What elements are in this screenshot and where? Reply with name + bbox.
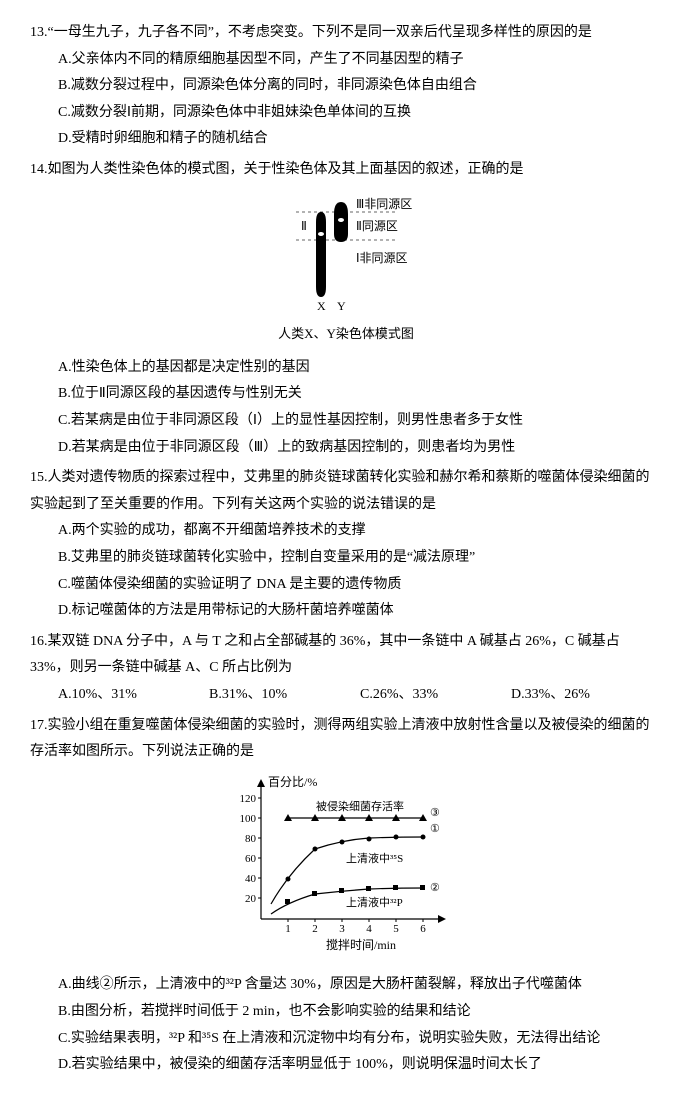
q14-num: 14.: [30, 162, 48, 177]
xy-chromosome-diagram: Ⅲ非同源区 Ⅱ同源区 Ⅰ非同源区 Ⅱ X Y 人类X、Y染色体模式图: [30, 192, 662, 347]
q13-option-a: A.父亲体内不同的精原细胞基因型不同，产生了不同基因型的精子: [30, 47, 662, 74]
q17-stem: 17.实验小组在重复噬菌体侵染细菌的实验时，测得两组实验上清液中放射性含量以及被…: [30, 713, 662, 766]
xy-caption: 人类X、Y染色体模式图: [30, 322, 662, 347]
q13-option-d: D.受精时卵细胞和精子的随机结合: [30, 126, 662, 153]
question-16: 16.某双链 DNA 分子中，A 与 T 之和占全部碱基的 36%，其中一条链中…: [30, 629, 662, 709]
svg-text:3: 3: [339, 923, 345, 935]
svg-text:60: 60: [245, 853, 257, 865]
question-13: 13.“一母生九子，九子各不同”，不考虑突变。下列不是同一双亲后代呈现多样性的原…: [30, 20, 662, 153]
q14-stem: 14.如图为人类性染色体的模式图，关于性染色体及其上面基因的叙述，正确的是: [30, 157, 662, 184]
q16-num: 16.: [30, 634, 48, 649]
svg-text:1: 1: [285, 923, 291, 935]
x-label: X: [317, 299, 326, 312]
q15-option-c: C.噬菌体侵染细菌的实验证明了 DNA 是主要的遗传物质: [30, 572, 662, 599]
q16-option-c: C.26%、33%: [360, 682, 511, 709]
svg-text:80: 80: [245, 833, 257, 845]
q16-stem: 16.某双链 DNA 分子中，A 与 T 之和占全部碱基的 36%，其中一条链中…: [30, 629, 662, 682]
question-17: 17.实验小组在重复噬菌体侵染细菌的实验时，测得两组实验上清液中放射性含量以及被…: [30, 713, 662, 1079]
region1-label: Ⅰ非同源区: [356, 251, 408, 265]
q13-option-c: C.减数分裂Ⅰ前期，同源染色体中非姐妹染色单体间的互换: [30, 100, 662, 127]
svg-text:②: ②: [430, 882, 440, 894]
svg-text:①: ①: [430, 823, 440, 835]
region2-label: Ⅱ同源区: [356, 219, 398, 233]
q16-option-d: D.33%、26%: [511, 682, 662, 709]
svg-text:被侵染细菌存活率: 被侵染细菌存活率: [316, 799, 404, 813]
q13-num: 13.: [30, 25, 48, 40]
svg-text:上清液中³²P: 上清液中³²P: [346, 895, 403, 909]
q15-num: 15.: [30, 470, 48, 485]
svg-text:搅拌时间/min: 搅拌时间/min: [326, 937, 396, 952]
radioactivity-chart: 20 40 60 80 100 120 1 2 3 4 5 6 百分比/% 搅拌…: [30, 774, 662, 965]
q15-option-d: D.标记噬菌体的方法是用带标记的大肠杆菌培养噬菌体: [30, 598, 662, 625]
q14-option-a: A.性染色体上的基因都是决定性别的基因: [30, 355, 662, 382]
q17-option-d: D.若实验结果中，被侵染的细菌存活率明显低于 100%，则说明保温时间太长了: [30, 1052, 662, 1079]
svg-text:40: 40: [245, 873, 257, 885]
q13-stem: 13.“一母生九子，九子各不同”，不考虑突变。下列不是同一双亲后代呈现多样性的原…: [30, 20, 662, 47]
q14-option-d: D.若某病是由位于非同源区段（Ⅲ）上的致病基因控制的，则患者均为男性: [30, 435, 662, 462]
q17-option-b: B.由图分析，若搅拌时间低于 2 min，也不会影响实验的结果和结论: [30, 999, 662, 1026]
question-14: 14.如图为人类性染色体的模式图，关于性染色体及其上面基因的叙述，正确的是 Ⅲ非…: [30, 157, 662, 461]
svg-text:120: 120: [240, 793, 257, 805]
q13-option-b: B.减数分裂过程中，同源染色体分离的同时，非同源染色体自由组合: [30, 73, 662, 100]
q16-options: A.10%、31% B.31%、10% C.26%、33% D.33%、26%: [30, 682, 662, 709]
question-15: 15.人类对遗传物质的探索过程中，艾弗里的肺炎链球菌转化实验和赫尔希和蔡斯的噬菌…: [30, 465, 662, 625]
q15-text: 人类对遗传物质的探索过程中，艾弗里的肺炎链球菌转化实验和赫尔希和蔡斯的噬菌体侵染…: [30, 470, 650, 512]
q17-option-a: A.曲线②所示，上清液中的³²P 含量达 30%，原因是大肠杆菌裂解，释放出子代…: [30, 972, 662, 999]
q16-option-a: A.10%、31%: [58, 682, 209, 709]
q17-option-c: C.实验结果表明，³²P 和³⁵S 在上清液和沉淀物中均有分布，说明实验失败，无…: [30, 1026, 662, 1053]
svg-text:100: 100: [240, 813, 257, 825]
q17-num: 17.: [30, 718, 48, 733]
svg-text:20: 20: [245, 893, 257, 905]
q17-text: 实验小组在重复噬菌体侵染细菌的实验时，测得两组实验上清液中放射性含量以及被侵染的…: [30, 718, 650, 760]
q16-option-b: B.31%、10%: [209, 682, 360, 709]
y-label: Y: [337, 299, 346, 312]
region3-label: Ⅲ非同源区: [356, 197, 412, 211]
q14-text: 如图为人类性染色体的模式图，关于性染色体及其上面基因的叙述，正确的是: [48, 162, 524, 177]
svg-text:4: 4: [366, 923, 372, 935]
q13-text: “一母生九子，九子各不同”，不考虑突变。下列不是同一双亲后代呈现多样性的原因的是: [48, 25, 592, 40]
svg-text:Ⅱ: Ⅱ: [301, 219, 307, 233]
q15-option-a: A.两个实验的成功，都离不开细菌培养技术的支撑: [30, 518, 662, 545]
q15-option-b: B.艾弗里的肺炎链球菌转化实验中，控制自变量采用的是“减法原理”: [30, 545, 662, 572]
svg-text:2: 2: [312, 923, 318, 935]
q15-stem: 15.人类对遗传物质的探索过程中，艾弗里的肺炎链球菌转化实验和赫尔希和蔡斯的噬菌…: [30, 465, 662, 518]
svg-text:5: 5: [393, 923, 399, 935]
q14-option-c: C.若某病是由位于非同源区段（Ⅰ）上的显性基因控制，则男性患者多于女性: [30, 408, 662, 435]
svg-text:百分比/%: 百分比/%: [268, 775, 317, 789]
q14-option-b: B.位于Ⅱ同源区段的基因遗传与性别无关: [30, 381, 662, 408]
svg-text:上清液中³⁵S: 上清液中³⁵S: [346, 851, 403, 865]
svg-text:③: ③: [430, 807, 440, 819]
q16-text: 某双链 DNA 分子中，A 与 T 之和占全部碱基的 36%，其中一条链中 A …: [30, 634, 620, 676]
svg-text:6: 6: [420, 923, 426, 935]
